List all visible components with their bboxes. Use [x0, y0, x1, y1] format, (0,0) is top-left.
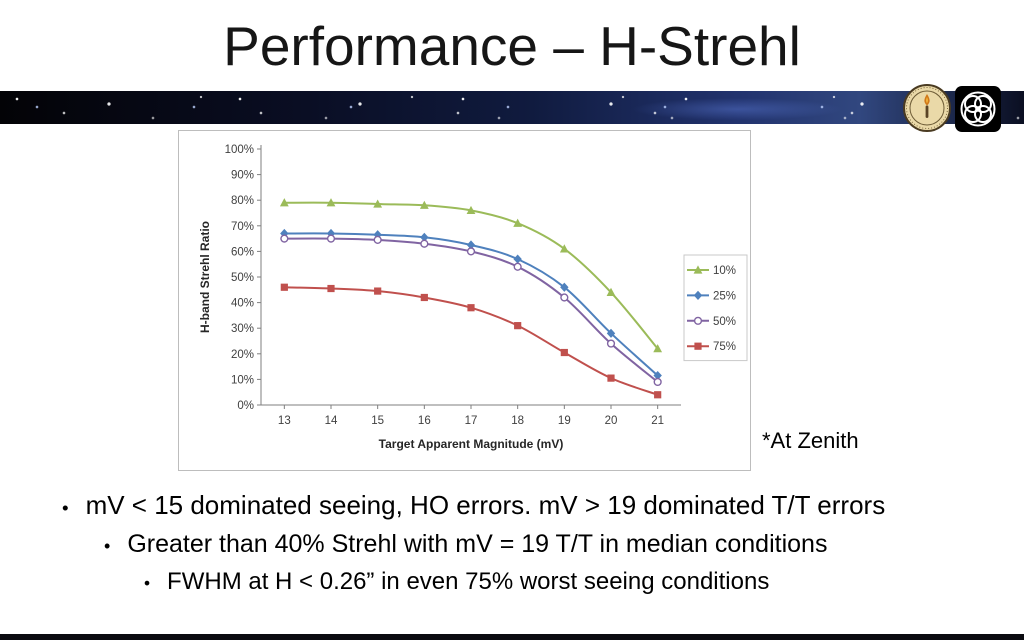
bullet-text: FWHM at H < 0.26” in even 75% worst seei… — [167, 568, 770, 595]
svg-text:40%: 40% — [231, 298, 254, 310]
svg-text:60%: 60% — [231, 246, 254, 258]
bullet-marker: • — [104, 536, 111, 556]
svg-text:30%: 30% — [231, 323, 254, 335]
svg-text:10%: 10% — [231, 374, 254, 386]
svg-text:14: 14 — [325, 415, 338, 427]
svg-text:10%: 10% — [713, 265, 736, 277]
bottom-edge-bar — [0, 634, 1024, 640]
svg-text:20%: 20% — [231, 349, 254, 361]
bullet-list: • mV < 15 dominated seeing, HO errors. m… — [0, 490, 1024, 605]
bullet-item-1: • mV < 15 dominated seeing, HO errors. m… — [62, 490, 1024, 521]
svg-text:70%: 70% — [231, 221, 254, 233]
svg-text:80%: 80% — [231, 195, 254, 207]
bullet-item-2: • Greater than 40% Strehl with mV = 19 T… — [104, 530, 1024, 559]
svg-text:20: 20 — [605, 415, 618, 427]
strehl-chart-canvas: 0% 10% 20% 30% 40% 50% 60% 70% 80% 90% 100% 13 14 15 1… — [198, 144, 748, 451]
svg-text:15: 15 — [371, 415, 384, 427]
svg-text:13: 13 — [278, 415, 291, 427]
interlocking-rings-icon — [955, 86, 1001, 132]
interlocking-rings-graphic — [955, 86, 1001, 132]
svg-text:25%: 25% — [713, 290, 736, 302]
svg-text:50%: 50% — [231, 272, 254, 284]
svg-text:17: 17 — [465, 415, 478, 427]
bullet-item-3: • FWHM at H < 0.26” in even 75% worst se… — [144, 568, 1024, 596]
svg-text:21: 21 — [651, 415, 664, 427]
at-zenith-note: *At Zenith — [762, 428, 859, 453]
svg-text:16: 16 — [418, 415, 431, 427]
starfield-banner — [0, 91, 1024, 124]
bullet-text: Greater than 40% Strehl with mV = 19 T/T… — [127, 530, 828, 558]
page-title: Performance – H-Strehl — [223, 15, 801, 77]
strehl-chart: 0% 10% 20% 30% 40% 50% 60% 70% 80% 90% 100% 13 14 15 1… — [178, 130, 751, 471]
svg-text:Target Apparent Magnitude (mV): Target Apparent Magnitude (mV) — [379, 437, 564, 451]
svg-text:90%: 90% — [231, 170, 254, 182]
bullet-marker: • — [144, 573, 151, 593]
svg-text:50%: 50% — [713, 316, 736, 328]
svg-text:75%: 75% — [713, 341, 736, 353]
svg-text:100%: 100% — [225, 144, 254, 156]
institute-seal-icon — [903, 84, 951, 132]
bullet-marker: • — [62, 497, 69, 518]
institute-seal-graphic — [903, 84, 951, 132]
svg-text:H-band Strehl Ratio: H-band Strehl Ratio — [198, 221, 212, 333]
svg-text:19: 19 — [558, 415, 571, 427]
svg-text:0%: 0% — [237, 400, 254, 412]
bullet-text: mV < 15 dominated seeing, HO errors. mV … — [85, 490, 886, 520]
svg-text:18: 18 — [511, 415, 524, 427]
